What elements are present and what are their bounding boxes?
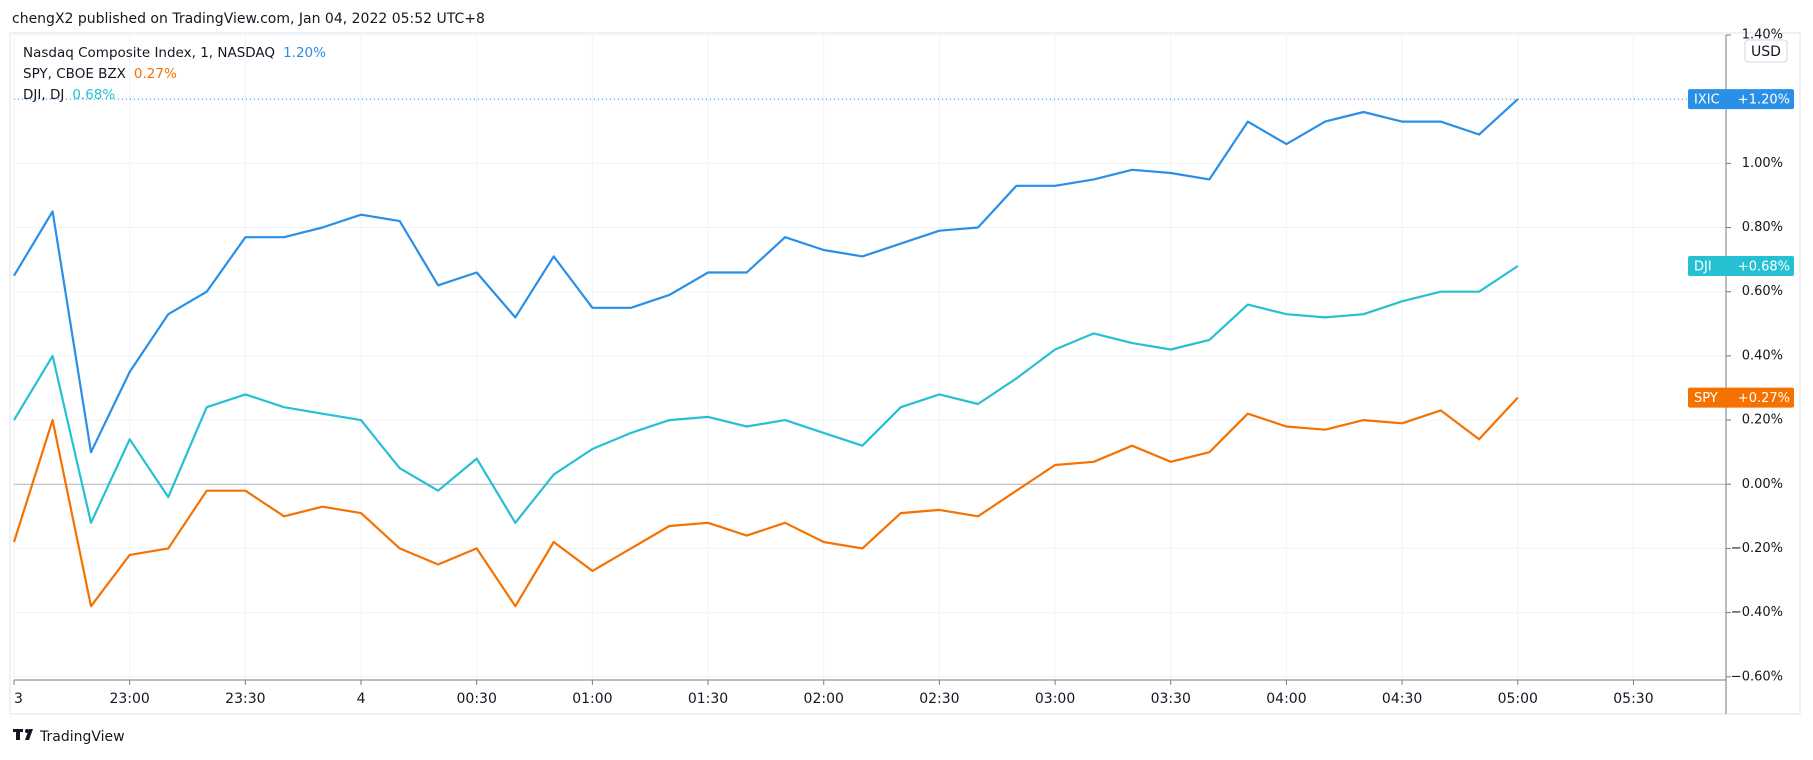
x-tick-label: 01:00 [572, 691, 612, 707]
x-tick-label: 01:30 [688, 691, 728, 707]
badge-symbol: IXIC [1694, 93, 1720, 108]
legend-value: 1.20% [283, 45, 326, 61]
x-tick-label: 05:30 [1613, 691, 1653, 707]
logo-dot [25, 729, 29, 733]
x-tick-label: 04:30 [1382, 691, 1422, 707]
x-tick-label: 00:30 [457, 691, 497, 707]
footer-logo [13, 729, 33, 740]
y-tick-label: 0.20% [1742, 413, 1783, 428]
y-tick-label: 0.80% [1742, 220, 1783, 235]
y-tick-label: 0.40% [1742, 348, 1783, 363]
y-tick-label: −0.40% [1731, 605, 1783, 620]
x-tick-label: 03:00 [1035, 691, 1075, 707]
y-tick-label: −0.20% [1731, 541, 1783, 556]
footer-brand: TradingView [39, 729, 125, 745]
legend-value: 0.68% [72, 87, 115, 103]
series-line [13, 265, 1519, 524]
x-tick-label: 02:00 [804, 691, 844, 707]
x-tick-label: 4 [357, 691, 366, 707]
badge-value: +0.68% [1738, 260, 1790, 275]
x-tick-label: 23:00 [109, 691, 149, 707]
x-tick-label: 03:30 [1151, 691, 1191, 707]
x-tick-label: 04:00 [1266, 691, 1306, 707]
legend-name: DJI, DJ [23, 87, 64, 103]
series-line [12, 396, 1519, 608]
badge [1688, 387, 1794, 408]
x-tick-label: 3 [14, 691, 23, 707]
y-tick-label: 1.40% [1742, 28, 1783, 43]
x-tick-label: 02:30 [919, 691, 959, 707]
badge [1688, 89, 1794, 110]
chart-frame [9, 32, 1801, 715]
series-line [13, 98, 1519, 454]
badge-value: +1.20% [1738, 93, 1790, 108]
legend-name: Nasdaq Composite Index, 1, NASDAQ [23, 45, 275, 61]
badge [1688, 256, 1794, 277]
currency: USD [1751, 44, 1781, 60]
legend-entry: DJI, DJ 0.68% [23, 87, 115, 103]
logo-icon [13, 729, 33, 740]
legend-value: 0.27% [134, 66, 177, 82]
legend-name: SPY, CBOE BZX [23, 66, 126, 82]
badge-symbol: DJI [1694, 260, 1712, 275]
badge-value: +0.27% [1738, 391, 1790, 406]
currency-box [1744, 39, 1788, 63]
legend-entry: Nasdaq Composite Index, 1, NASDAQ 1.20% [23, 45, 326, 61]
y-tick-label: 1.00% [1742, 156, 1783, 171]
y-tick-label: 0.60% [1742, 284, 1783, 299]
y-tick-label: 0.00% [1742, 477, 1783, 492]
y-tick-label: −0.60% [1731, 669, 1783, 684]
legend-entry: SPY, CBOE BZX 0.27% [23, 66, 177, 82]
badge-symbol: SPY [1694, 391, 1718, 406]
publisher-note: chengX2 published on TradingView.com, Ja… [12, 11, 485, 27]
x-tick-label: 05:00 [1498, 691, 1538, 707]
x-tick-label: 23:30 [225, 691, 265, 707]
